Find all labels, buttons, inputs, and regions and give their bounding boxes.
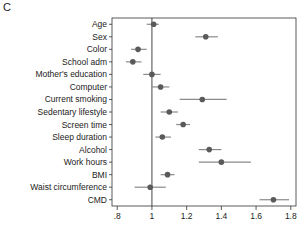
point-estimate [151, 21, 157, 27]
x-tick-label: 1 [150, 211, 155, 221]
title: C [3, 1, 11, 13]
point-estimate [149, 72, 155, 78]
y-tick [109, 74, 112, 75]
point-estimate [219, 159, 225, 165]
y-tick-label: Current smoking [45, 94, 108, 104]
y-tick-label: Computer [70, 82, 107, 92]
x-tick [290, 206, 291, 210]
x-tick [256, 206, 257, 210]
point-estimate [271, 197, 277, 203]
y-tick [109, 187, 112, 188]
y-tick [109, 86, 112, 87]
background [0, 0, 300, 230]
x-tick [221, 206, 222, 210]
y-tick-label: Screen time [62, 120, 108, 130]
point-estimate [206, 147, 212, 153]
chart: C .8 1 1.2 1.4 1.6 1.8 Age Sex Color School adm Mot… [0, 0, 300, 230]
x-tick-label: 1.8 [285, 211, 297, 221]
y-tick-label: Sedentary lifestyle [38, 107, 108, 117]
x-tick-label: .8 [114, 211, 121, 221]
y-tick-label: School adm [62, 57, 107, 67]
marks [126, 18, 289, 206]
y-tick-label: CMD [88, 195, 107, 205]
y-tick [109, 137, 112, 138]
plot-frame [112, 18, 296, 206]
x-tick-label: 1.6 [250, 211, 262, 221]
point-estimate [180, 122, 186, 128]
y-tick [109, 149, 112, 150]
y-tick-label: Mother's education [35, 69, 107, 79]
point-estimate [203, 34, 209, 40]
x-tick-label: 1.4 [215, 211, 227, 221]
x-tick [117, 206, 118, 210]
point-estimate [160, 134, 166, 140]
y-tick-label: Alcohol [79, 145, 107, 155]
x-tick-label: 1.2 [181, 211, 193, 221]
x-tick [151, 206, 152, 210]
point-estimate [199, 97, 205, 103]
point-estimate [166, 109, 172, 115]
y-tick-label: Sex [92, 32, 107, 42]
point-estimate [165, 172, 171, 178]
y-tick-label: Color [87, 44, 107, 54]
y-tick-label: Sleep duration [52, 132, 107, 142]
y-tick-label: BMI [92, 170, 107, 180]
y-tick [109, 61, 112, 62]
y-tick [109, 124, 112, 125]
y-tick-label: Age [92, 19, 107, 29]
y-tick [109, 99, 112, 100]
point-estimate [130, 59, 136, 65]
y-tick [109, 162, 112, 163]
reference-line [151, 18, 152, 206]
y-tick [109, 24, 112, 25]
point-estimate [135, 47, 141, 53]
x-tick [186, 206, 187, 210]
y-tick-label: Waist circumference [30, 182, 107, 192]
y-tick [109, 49, 112, 50]
confidence-interval [199, 162, 251, 163]
point-estimate [158, 84, 164, 90]
y-tick [109, 112, 112, 113]
y-tick [109, 199, 112, 200]
point-estimate [147, 184, 153, 190]
y-tick [109, 36, 112, 37]
y-tick [109, 174, 112, 175]
y-tick-label: Work hours [64, 157, 107, 167]
